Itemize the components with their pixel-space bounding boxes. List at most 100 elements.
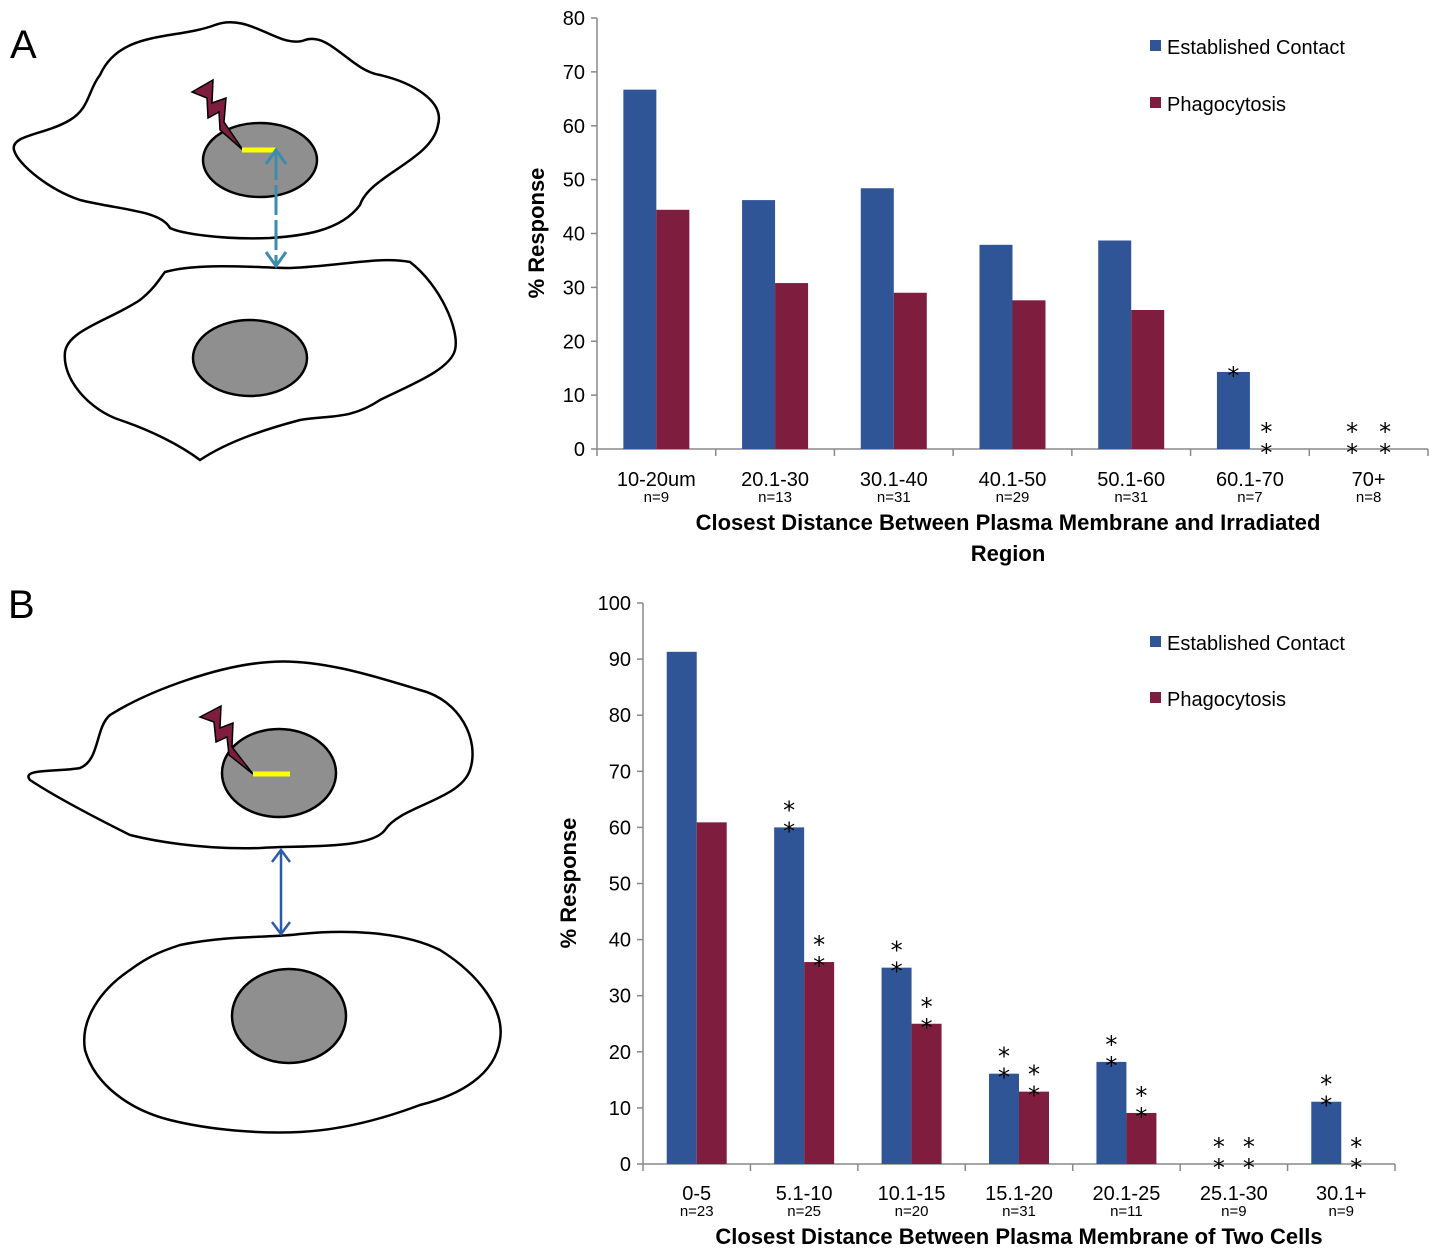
bars xyxy=(666,651,1342,1164)
significance-marks: ************ ************ xyxy=(783,796,1362,1182)
x-sample-size-label: n=25 xyxy=(787,1203,821,1220)
y-tick-labels: 0 10 20 30 40 50 60 70 80 90 100 xyxy=(598,593,643,1176)
significance-star: * xyxy=(1243,1154,1255,1182)
x-category-label: 5.1-10 xyxy=(776,1183,833,1205)
x-sample-size-label: n=23 xyxy=(680,1203,714,1220)
panel-a-diagram: A xyxy=(10,21,458,462)
x-sample-size-label: n=31 xyxy=(1114,489,1148,506)
y-tick-label: 60 xyxy=(609,817,631,839)
bar-phagocytosis xyxy=(1012,300,1046,449)
y-tick-label: 70 xyxy=(563,62,585,84)
significance-star: * xyxy=(1379,439,1391,467)
legend-label-established: Established Contact xyxy=(1167,633,1345,655)
x-axis-title-line-1: Closest Distance Between Plasma Membrane… xyxy=(696,510,1321,535)
category-labels: 0-5n=23 5.1-10n=25 10.1-15n=20 15.1-20n=31 2… xyxy=(680,1183,1367,1220)
significance-star: * xyxy=(1213,1154,1225,1182)
bar-phagocytosis xyxy=(804,962,835,1164)
panel-a-letter: A xyxy=(10,23,37,67)
significance-star: * xyxy=(1243,1133,1255,1161)
y-tick-label: 40 xyxy=(609,930,631,952)
bar-established-contact xyxy=(881,967,912,1164)
bar-phagocytosis xyxy=(775,283,809,449)
bar-phagocytosis xyxy=(1019,1091,1049,1164)
significance-star: * xyxy=(1260,439,1272,467)
x-category-label: 60.1-70 xyxy=(1216,469,1284,491)
significance-star: * xyxy=(921,1014,933,1042)
significance-star: * xyxy=(998,1043,1010,1071)
y-tick-label: 0 xyxy=(620,1154,631,1176)
double-arrow-icon xyxy=(271,847,291,937)
y-tick-label: 70 xyxy=(609,761,631,783)
significance-star: * xyxy=(1320,1071,1332,1099)
x-sample-size-label: n=20 xyxy=(895,1203,929,1220)
significance-star: * xyxy=(1028,1082,1040,1110)
nucleus-icon xyxy=(201,121,319,199)
panel-b-diagram: B xyxy=(8,583,502,1134)
y-tick-label: 60 xyxy=(563,116,585,138)
significance-marks: ******* xyxy=(1227,362,1391,467)
bar-phagocytosis xyxy=(1126,1112,1157,1164)
x-sample-size-label: n=31 xyxy=(1002,1203,1036,1220)
y-tick-label: 40 xyxy=(563,224,585,246)
significance-star: * xyxy=(1320,1092,1332,1120)
x-axis-title-line-2: Region xyxy=(971,541,1046,566)
significance-star: * xyxy=(891,937,903,965)
x-category-label: 15.1-20 xyxy=(985,1183,1053,1205)
bar-established-contact xyxy=(1216,371,1250,449)
significance-star: * xyxy=(813,931,825,959)
bar-established-contact xyxy=(1311,1101,1342,1164)
significance-star: * xyxy=(1105,1031,1117,1059)
y-tick-label: 10 xyxy=(563,385,585,407)
bar-established-contact xyxy=(623,89,657,449)
legend-swatch-phagocytosis xyxy=(1150,97,1161,108)
nucleus-icon xyxy=(191,318,309,398)
y-tick-label: 0 xyxy=(574,439,585,461)
y-tick-label: 20 xyxy=(609,1042,631,1064)
category-labels: 10-20umn=920.1-30n=1330.1-40n=3140.1-50n… xyxy=(617,469,1386,506)
x-sample-size-label: n=29 xyxy=(996,489,1030,506)
bar-phagocytosis xyxy=(656,209,690,449)
legend: Established Contact Phagocytosis xyxy=(1150,37,1345,116)
y-tick-label: 80 xyxy=(563,8,585,30)
bar-established-contact xyxy=(1096,1061,1127,1164)
y-tick-label: 30 xyxy=(609,986,631,1008)
legend: Established Contact Phagocytosis xyxy=(1150,633,1345,711)
double-arrow-icon xyxy=(264,147,288,269)
x-sample-size-label: n=9 xyxy=(644,489,669,506)
significance-star: * xyxy=(783,817,795,845)
x-category-label: 30.1+ xyxy=(1316,1183,1367,1205)
y-tick-label: 20 xyxy=(563,331,585,353)
x-category-label: 70+ xyxy=(1352,469,1386,491)
bar-established-contact xyxy=(989,1073,1019,1164)
x-category-label: 10-20um xyxy=(617,469,696,491)
x-tick-marks xyxy=(596,449,1429,456)
bar-phagocytosis xyxy=(893,292,927,449)
x-category-label: 20.1-30 xyxy=(741,469,809,491)
x-sample-size-label: n=7 xyxy=(1237,489,1262,506)
significance-star: * xyxy=(1213,1133,1225,1161)
x-axis-title: Closest Distance Between Plasma Membrane… xyxy=(715,1224,1322,1249)
significance-star: * xyxy=(1346,418,1358,446)
significance-star: * xyxy=(1135,1082,1147,1110)
significance-star: * xyxy=(1105,1052,1117,1080)
bar-established-contact xyxy=(979,244,1013,449)
significance-star: * xyxy=(921,993,933,1021)
x-sample-size-label: n=9 xyxy=(1329,1203,1354,1220)
x-category-label: 25.1-30 xyxy=(1200,1183,1268,1205)
bar-phagocytosis xyxy=(911,1023,942,1164)
bar-phagocytosis xyxy=(696,822,727,1164)
bar-phagocytosis xyxy=(1131,310,1165,449)
significance-star: * xyxy=(1379,418,1391,446)
significance-star: * xyxy=(813,952,825,980)
y-tick-label: 50 xyxy=(609,874,631,896)
legend-label-phagocytosis: Phagocytosis xyxy=(1167,94,1286,116)
bars xyxy=(623,89,1250,449)
y-tick-label: 10 xyxy=(609,1098,631,1120)
x-category-label: 10.1-15 xyxy=(878,1183,946,1205)
bar-established-contact xyxy=(860,188,894,449)
bar-established-contact xyxy=(1098,240,1132,449)
y-tick-labels: 0 10 20 30 40 50 60 70 80 xyxy=(563,8,597,461)
significance-star: * xyxy=(1346,439,1358,467)
